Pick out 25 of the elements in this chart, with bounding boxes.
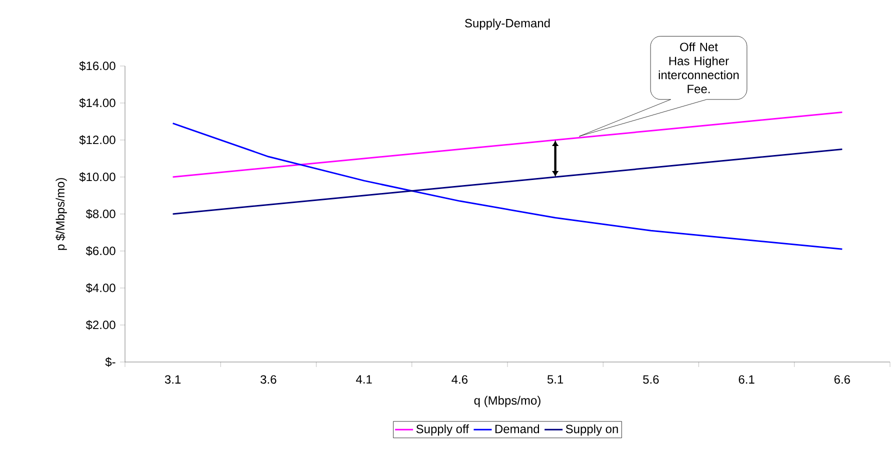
x-tick-label: 5.6: [643, 375, 659, 384]
y-tick-label: $8.00: [86, 209, 116, 219]
legend-label: Supply off: [416, 424, 469, 436]
y-tick-label: $-: [105, 357, 116, 367]
legend-label: Demand: [495, 424, 540, 434]
y-tick-label: $4.00: [86, 283, 116, 293]
y-tick-label: $12.00: [79, 135, 116, 145]
y-tick-label: $10.00: [79, 172, 116, 182]
x-tick-label: 6.6: [834, 375, 850, 384]
legend-label: Supply on: [566, 424, 618, 436]
y-tick-label: $6.00: [86, 246, 116, 256]
chart-title: Supply-Demand: [465, 18, 550, 30]
line-series: [172, 122, 843, 250]
annotation: Off Net Has Higher interconnection Fee.: [658, 42, 739, 94]
x-tick-label: 4.6: [452, 375, 468, 384]
x-tick-label: 5.1: [547, 375, 564, 384]
x-axis-title: q (Mbps/mo): [474, 396, 540, 408]
x-tick-label: 4.1: [356, 375, 372, 384]
x-tick-label: 3.6: [260, 375, 276, 384]
y-tick-label: $16.00: [79, 61, 116, 71]
x-tick-label: 6.1: [738, 375, 754, 384]
x-tick-label: 3.1: [164, 375, 181, 384]
y-tick-label: $14.00: [79, 98, 116, 108]
y-axis-title: p $/Mbps/mo): [56, 178, 67, 250]
y-tick-label: $2.00: [86, 320, 116, 330]
